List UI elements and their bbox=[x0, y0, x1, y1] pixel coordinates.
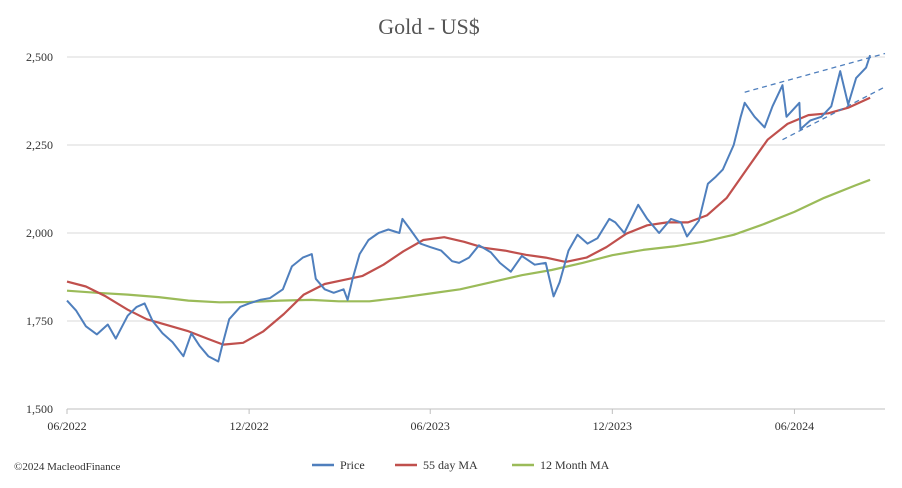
y-tick-label: 1,750 bbox=[26, 314, 53, 328]
trendlines bbox=[744, 52, 886, 141]
lower-trendline bbox=[782, 86, 886, 141]
x-tick-labels: 06/2022 12/2022 06/2023 12/2023 06/2024 bbox=[47, 419, 814, 433]
chart-title: Gold - US$ bbox=[378, 14, 479, 39]
legend: Price 55 day MA 12 Month MA bbox=[312, 458, 610, 472]
legend-label: Price bbox=[340, 458, 365, 472]
y-tick-labels: 1,500 1,750 2,000 2,250 2,500 bbox=[26, 50, 53, 416]
upper-trendline bbox=[744, 52, 886, 93]
series-lines bbox=[66, 54, 872, 363]
series-line-55-day-ma bbox=[66, 96, 871, 346]
legend-label: 12 Month MA bbox=[540, 458, 610, 472]
y-tick-label: 1,500 bbox=[26, 402, 53, 416]
series-line-price bbox=[66, 54, 872, 363]
y-tick-label: 2,250 bbox=[26, 138, 53, 152]
series-line-12-month-ma bbox=[66, 178, 871, 304]
gridlines bbox=[67, 56, 885, 322]
legend-label: 55 day MA bbox=[423, 458, 478, 472]
legend-item-55-day-ma: 55 day MA bbox=[395, 458, 478, 472]
x-tick-label: 06/2022 bbox=[47, 419, 86, 433]
legend-item-12-month-ma: 12 Month MA bbox=[512, 458, 610, 472]
copyright-text: ©2024 MacleodFinance bbox=[14, 461, 121, 473]
x-axis bbox=[66, 408, 885, 414]
legend-item-price: Price bbox=[312, 458, 365, 472]
x-tick-label: 06/2023 bbox=[411, 419, 450, 433]
x-tick-label: 12/2022 bbox=[229, 419, 268, 433]
x-tick-label: 12/2023 bbox=[593, 419, 632, 433]
x-tick-label: 06/2024 bbox=[775, 419, 814, 433]
y-tick-label: 2,000 bbox=[26, 226, 53, 240]
y-tick-label: 2,500 bbox=[26, 50, 53, 64]
